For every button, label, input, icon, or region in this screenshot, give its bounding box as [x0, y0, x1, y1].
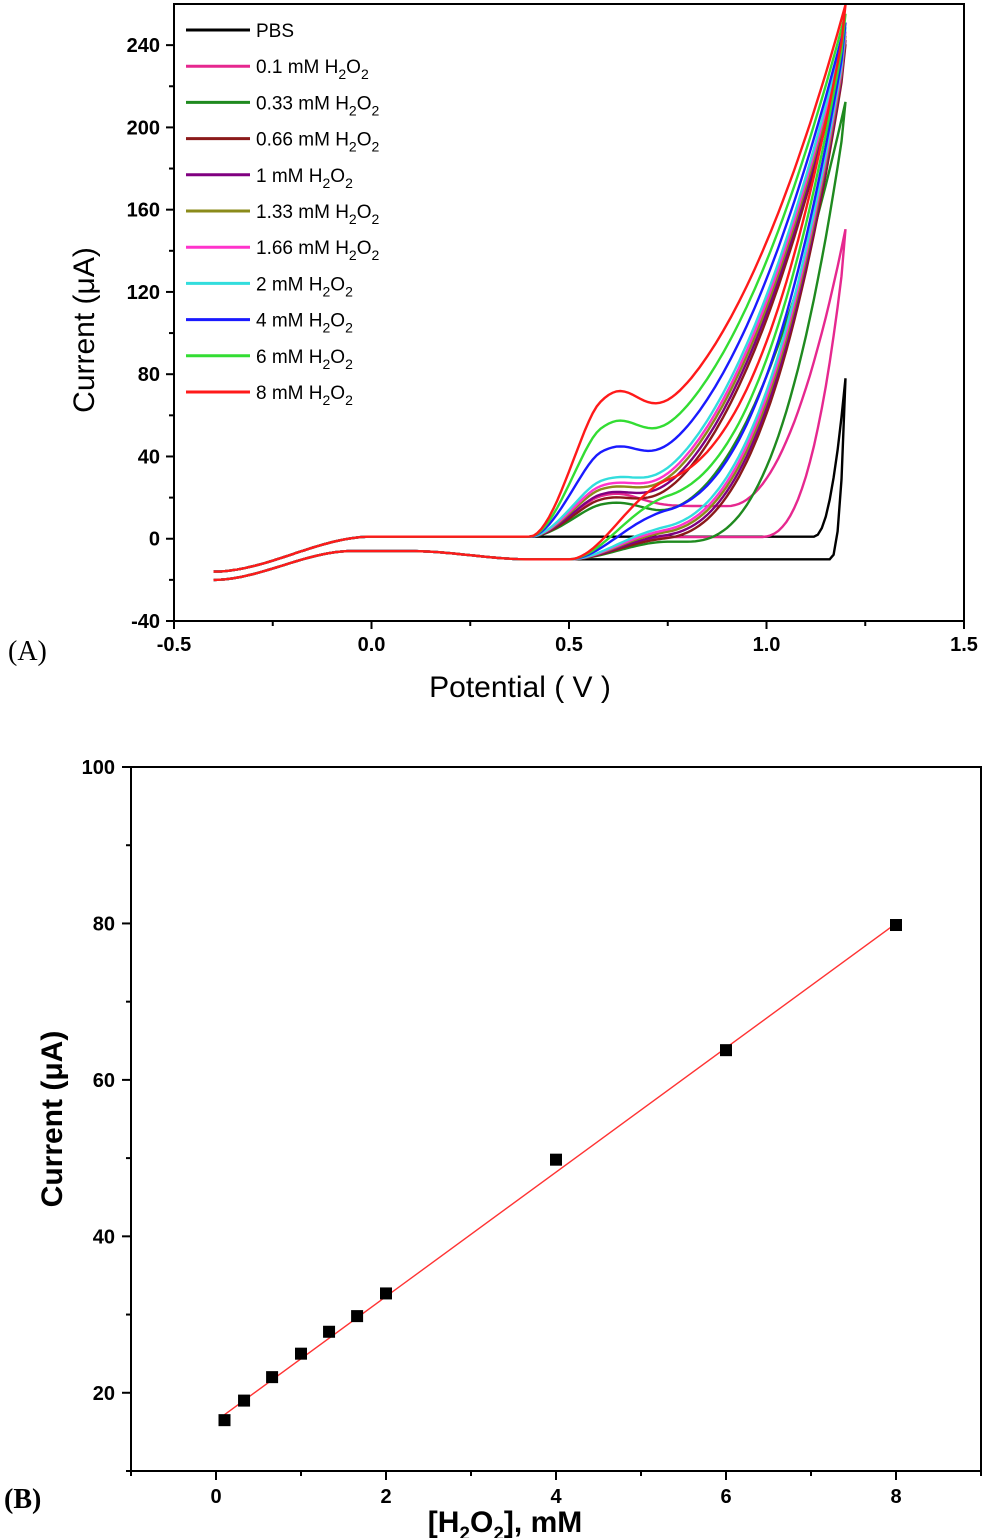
chart-a-legend-label: 1.66 mM H2O2 — [256, 238, 380, 263]
chart-b-x-tick-label: 8 — [890, 1486, 901, 1508]
chart-b-y-tick-label: 40 — [93, 1226, 115, 1248]
chart-b-x-tick-label: 0 — [210, 1486, 221, 1508]
chart-a-y-tick-label: -40 — [131, 611, 160, 633]
chart-a-panel-label: (A) — [8, 636, 47, 667]
chart-a-legend-label: PBS — [256, 21, 294, 42]
chart-b-data-point — [238, 1394, 251, 1407]
chart-b-fit-group — [224, 922, 897, 1416]
chart-b-fit-line — [224, 922, 897, 1416]
chart-b-y-tick-label: 20 — [93, 1383, 115, 1405]
chart-a-y-tick-label: 160 — [127, 200, 160, 222]
chart-a-legend: PBS 0.1 mM H2O2 0.33 mM H2O2 0.66 mM H2O2 1 … — [186, 21, 380, 408]
chart-b-data-point — [323, 1325, 336, 1338]
chart-a-x-tick-label: 0.5 — [555, 634, 583, 656]
chart-b-x-tick-label: 2 — [380, 1486, 391, 1508]
chart-a-curves — [213, 4, 847, 582]
chart-b-y-tick-label: 80 — [93, 913, 115, 935]
chart-a-x-axis-title: Potential ( V ) — [429, 671, 611, 704]
chart-a-axes: -0.5 0.0 0.5 1.0 1.5 -40 0 40 80 120 160 200 240 — [127, 35, 978, 656]
chart-a-legend-label: 0.33 mM H2O2 — [256, 93, 380, 118]
chart-b-data-point — [218, 1414, 231, 1427]
chart-b-axes: 0 2 4 6 8 20 40 60 80 100 — [82, 757, 982, 1508]
chart-a-x-tick-label: 0.0 — [358, 634, 386, 656]
chart-b-data-point — [295, 1347, 307, 1360]
chart-a-x-tick-label: 1.0 — [753, 634, 781, 656]
chart-a-legend-label: 0.1 mM H2O2 — [256, 57, 369, 82]
chart-b-x-title-end: ], mM — [504, 1506, 582, 1538]
chart-b-data-point — [351, 1310, 364, 1323]
chart-b-y-axis-title: Current (μA) — [36, 1031, 69, 1208]
chart-b-y-tick-label: 100 — [82, 757, 115, 779]
chart-b-x-tick-label: 4 — [550, 1486, 562, 1508]
chart-a-legend-label: 1 mM H2O2 — [256, 166, 353, 191]
chart-b-x-title-sub2: 2 — [493, 1524, 504, 1538]
chart-a-legend-label: 4 mM H2O2 — [256, 311, 353, 336]
chart-a-y-axis-title: Current (μA) — [68, 247, 101, 413]
chart-b-data-point — [890, 919, 902, 932]
chart-b-x-title-main: [H — [428, 1506, 460, 1538]
chart-b-panel-label: (B) — [4, 1484, 41, 1515]
chart-b-data-point — [380, 1287, 392, 1300]
chart-a-legend-label: 2 mM H2O2 — [256, 274, 353, 299]
chart-a-legend-label: 0.66 mM H2O2 — [256, 130, 380, 155]
chart-b-data-point — [720, 1044, 732, 1057]
chart-b-data-point — [266, 1371, 279, 1384]
chart-a: -0.5 0.0 0.5 1.0 1.5 -40 0 40 80 120 160 200 240 PBS… — [8, 3, 978, 704]
chart-a-y-tick-label: 120 — [127, 282, 160, 304]
chart-a-legend-label: 6 mM H2O2 — [256, 347, 353, 372]
chart-a-x-tick-label: -0.5 — [157, 634, 191, 656]
chart-b-x-title-sub1: 2 — [459, 1524, 470, 1538]
chart-a-y-tick-label: 0 — [149, 529, 160, 551]
chart-a-y-tick-label: 200 — [127, 117, 160, 139]
chart-b-x-title-mid: O — [470, 1506, 493, 1538]
chart-b-x-axis-title: [H2O2], mM — [428, 1506, 582, 1538]
chart-b-x-tick-label: 6 — [720, 1486, 731, 1508]
chart-a-legend-label: 1.33 mM H2O2 — [256, 202, 380, 227]
chart-a-y-tick-label: 80 — [138, 364, 160, 386]
chart-b-frame — [130, 766, 982, 1472]
chart-a-legend-label: 8 mM H2O2 — [256, 383, 353, 408]
chart-b-points — [218, 919, 902, 1427]
chart-a-y-tick-label: 240 — [127, 35, 160, 57]
chart-b-y-tick-label: 60 — [93, 1070, 115, 1092]
chart-a-y-tick-label: 40 — [138, 446, 160, 468]
chart-b-data-point — [550, 1153, 562, 1166]
chart-a-x-tick-label: 1.5 — [950, 634, 978, 656]
